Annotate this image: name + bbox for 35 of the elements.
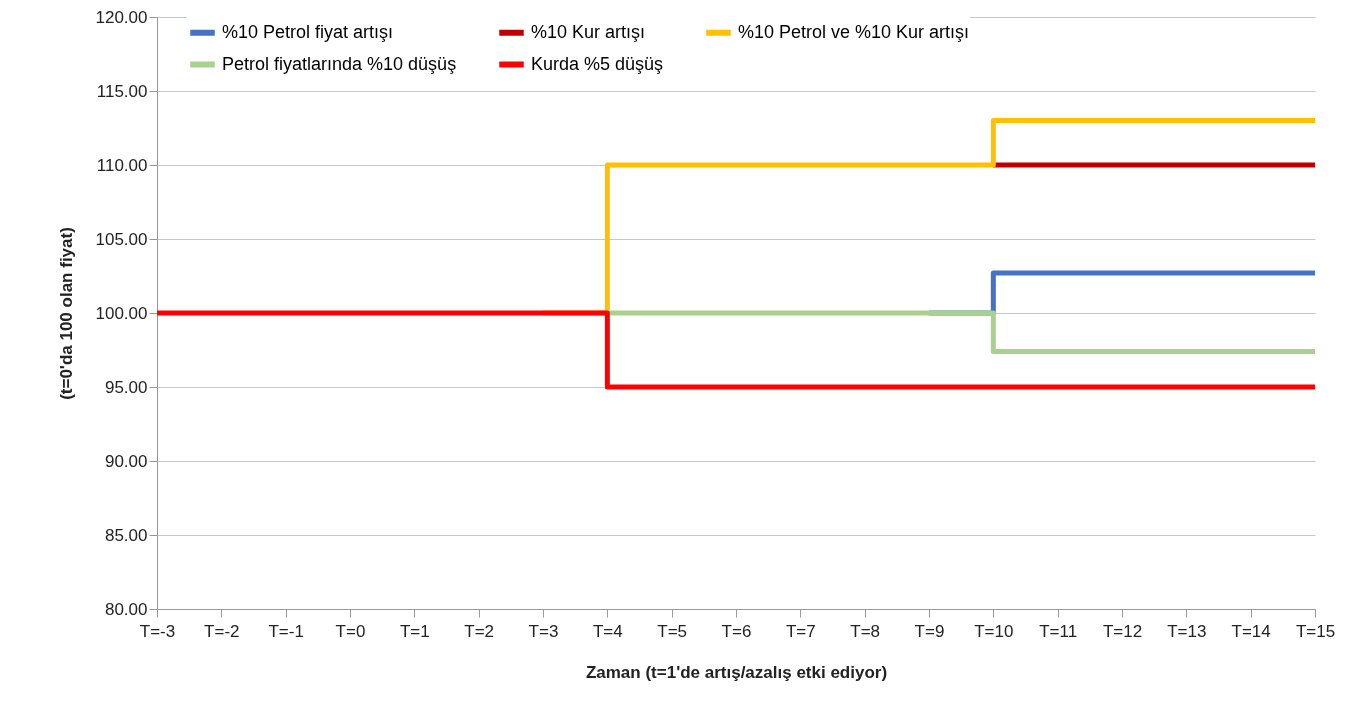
- legend-label: %10 Kur artışı: [531, 21, 646, 42]
- x-tick-label: T=1: [399, 621, 430, 641]
- x-tick-label: T=9: [914, 621, 945, 641]
- x-tick-label: T=5: [657, 621, 688, 641]
- y-tick-label: 120.00: [95, 7, 148, 27]
- y-tick-label: 110.00: [96, 155, 148, 175]
- legend-label: Kurda %5 düşüş: [531, 53, 664, 74]
- x-tick-label: T=12: [1102, 621, 1143, 641]
- y-tick-label: 105.00: [95, 229, 148, 249]
- x-tick-label: T=13: [1167, 621, 1207, 641]
- y-tick-label: 85.00: [104, 525, 148, 545]
- x-tick-label: T=2: [464, 621, 495, 641]
- x-tick-label: T=7: [785, 621, 816, 641]
- x-tick-label: T=-3: [139, 621, 176, 641]
- y-axis-title: (t=0'da 100 olan fiyat): [56, 227, 76, 400]
- y-tick-label: 100.00: [95, 303, 148, 323]
- x-tick-label: T=-1: [268, 621, 304, 641]
- x-tick-label: T=8: [850, 621, 881, 641]
- x-tick-label: T=3: [528, 621, 559, 641]
- x-tick-label: T=15: [1295, 621, 1336, 641]
- x-tick-label: T=14: [1231, 621, 1271, 641]
- x-tick-label: T=0: [335, 621, 366, 641]
- legend-label: %10 Petrol fiyat artışı: [222, 21, 394, 42]
- y-tick-label: 90.00: [104, 451, 148, 471]
- y-tick-label: 115.00: [96, 81, 148, 101]
- y-tick-label: 95.00: [104, 377, 148, 397]
- y-tick-label: 80.00: [104, 599, 148, 619]
- legend-label: %10 Petrol ve %10 Kur artışı: [738, 21, 970, 42]
- x-tick-label: T=4: [592, 621, 623, 641]
- x-axis-title: Zaman (t=1'de artış/azalış etki ediyor): [585, 662, 888, 682]
- x-tick-label: T=11: [1039, 621, 1078, 641]
- legend-label: Petrol fiyatlarında %10 düşüş: [222, 53, 457, 74]
- x-tick-label: T=10: [974, 621, 1014, 641]
- x-tick-label: T=6: [721, 621, 752, 641]
- x-tick-label: T=-2: [204, 621, 240, 641]
